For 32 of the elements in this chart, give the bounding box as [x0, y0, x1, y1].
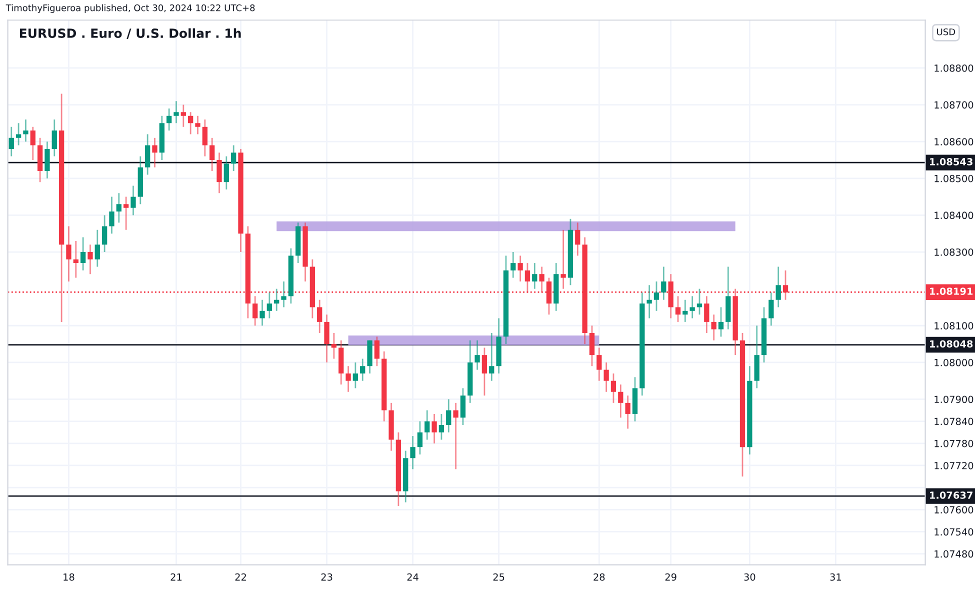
y-tick-label: 1.07480: [934, 550, 974, 558]
y-tick-label: 1.07720: [934, 462, 974, 470]
y-tick-label: 1.07840: [934, 418, 974, 426]
y-tick-label: 1.07600: [934, 506, 974, 514]
ref-line-label: 1.08191: [930, 288, 973, 295]
ref-line-label: 1.08048: [930, 340, 973, 348]
y-tick-label: 1.08700: [934, 101, 974, 109]
y-tick-label: 1.08300: [934, 248, 974, 256]
x-tick-label: 23: [321, 573, 332, 581]
text: EURUSD . Euro / U.S. Dollar . 1h: [20, 28, 241, 39]
x-tick-label: 22: [235, 573, 246, 581]
y-tick-label: 1.08000: [934, 358, 974, 366]
x-tick-label: 30: [744, 573, 756, 581]
x-tick-label: 29: [665, 573, 676, 581]
x-tick-label: 18: [64, 573, 74, 581]
text: TimothyFigueroa published, Oct 30, 2024 10:22 UTC+8: [6, 4, 255, 14]
y-tick-label: 1.08100: [934, 322, 974, 330]
ref-line-label: 1.07637: [930, 492, 972, 499]
text: USD: [937, 28, 956, 36]
y-tick-label: 1.08600: [934, 138, 974, 146]
x-tick-label: 24: [407, 573, 418, 581]
x-tick-label: 21: [170, 573, 182, 581]
y-tick-label: 1.07900: [934, 396, 974, 404]
y-tick-label: 1.08400: [934, 212, 974, 220]
y-tick-label: 1.07540: [934, 528, 974, 536]
x-tick-label: 25: [493, 573, 504, 581]
y-tick-label: 1.07780: [934, 440, 974, 448]
y-tick-label: 1.08800: [934, 64, 974, 72]
x-tick-label: 31: [830, 573, 841, 581]
ref-line-label: 1.08543: [930, 158, 972, 166]
x-tick-label: 28: [594, 573, 605, 581]
y-tick-label: 1.08500: [934, 174, 974, 182]
